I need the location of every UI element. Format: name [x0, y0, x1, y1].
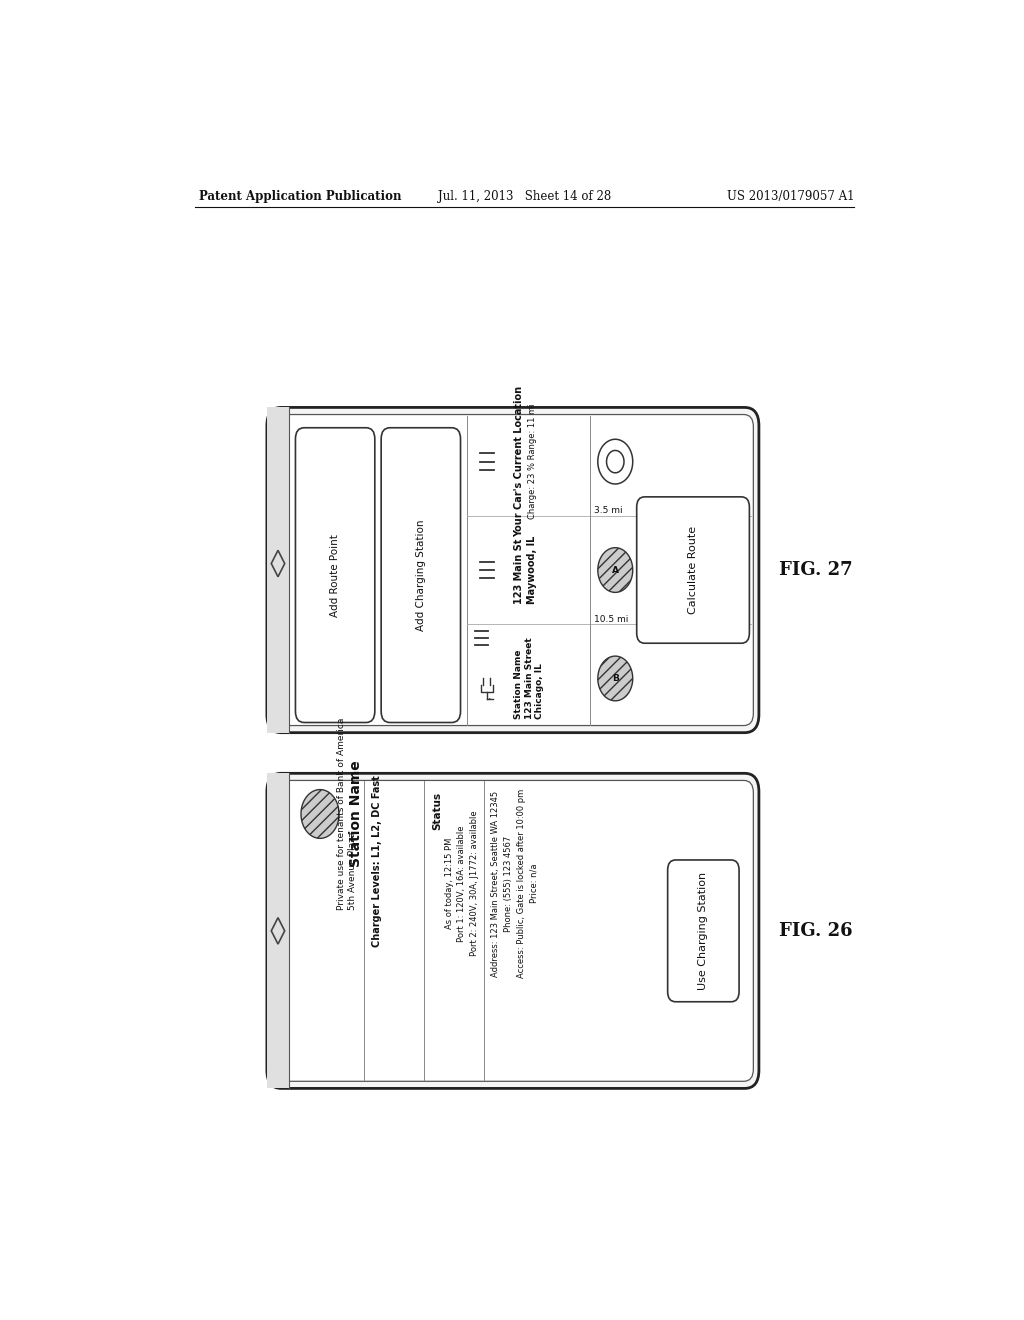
FancyBboxPatch shape: [272, 780, 754, 1081]
Text: Phone: (555) 123 4567: Phone: (555) 123 4567: [504, 836, 513, 932]
FancyBboxPatch shape: [267, 774, 759, 1089]
Text: 10.5 mi: 10.5 mi: [594, 615, 628, 623]
Text: FIG. 26: FIG. 26: [778, 921, 852, 940]
Text: 3.5 mi: 3.5 mi: [594, 507, 623, 515]
Text: Access: Public, Gate is locked after 10:00 pm: Access: Public, Gate is locked after 10:…: [517, 789, 526, 978]
Text: Port 2: 240V, 30A, J1772: available: Port 2: 240V, 30A, J1772: available: [470, 810, 479, 957]
Polygon shape: [598, 548, 633, 593]
Text: Private use for tenants of Bank of America
5th Avenue Plaza: Private use for tenants of Bank of Ameri…: [337, 718, 356, 911]
Text: US 2013/0179057 A1: US 2013/0179057 A1: [727, 190, 854, 202]
Bar: [267, 774, 289, 1089]
Text: Calculate Route: Calculate Route: [688, 525, 698, 614]
Text: FIG. 27: FIG. 27: [778, 561, 852, 579]
Polygon shape: [301, 789, 339, 838]
Text: B: B: [611, 675, 618, 682]
Text: Station Name: Station Name: [348, 760, 362, 867]
Text: Status: Status: [432, 792, 442, 830]
Text: Use Charging Station: Use Charging Station: [698, 871, 709, 990]
FancyBboxPatch shape: [296, 428, 375, 722]
FancyBboxPatch shape: [637, 496, 750, 643]
Polygon shape: [598, 656, 633, 701]
FancyBboxPatch shape: [381, 428, 461, 722]
Text: As of today, 12:15 PM: As of today, 12:15 PM: [444, 838, 454, 929]
Text: Charger Levels: L1, L2, DC Fast: Charger Levels: L1, L2, DC Fast: [373, 776, 382, 948]
Text: Station Name
123 Main Street
Chicago, IL: Station Name 123 Main Street Chicago, IL: [514, 638, 545, 719]
FancyBboxPatch shape: [272, 414, 754, 726]
Text: Charge: 23 % Range: 11 mi: Charge: 23 % Range: 11 mi: [528, 404, 537, 519]
Text: Price: n/a: Price: n/a: [529, 863, 539, 903]
FancyBboxPatch shape: [267, 408, 759, 733]
FancyBboxPatch shape: [668, 859, 739, 1002]
Text: Add Route Point: Add Route Point: [330, 533, 340, 616]
Text: Address: 123 Main Street, Seattle WA 12345: Address: 123 Main Street, Seattle WA 123…: [492, 791, 501, 977]
Text: 123 Main St
Maywood, IL: 123 Main St Maywood, IL: [514, 536, 537, 605]
Text: Your Car's Current Location: Your Car's Current Location: [514, 385, 524, 537]
Text: Add Charging Station: Add Charging Station: [416, 519, 426, 631]
Text: Patent Application Publication: Patent Application Publication: [200, 190, 402, 202]
Bar: [267, 408, 289, 733]
Text: A: A: [611, 565, 618, 574]
Text: Jul. 11, 2013   Sheet 14 of 28: Jul. 11, 2013 Sheet 14 of 28: [438, 190, 611, 202]
Text: Port 1: 120V, 16A: available: Port 1: 120V, 16A: available: [458, 825, 466, 942]
